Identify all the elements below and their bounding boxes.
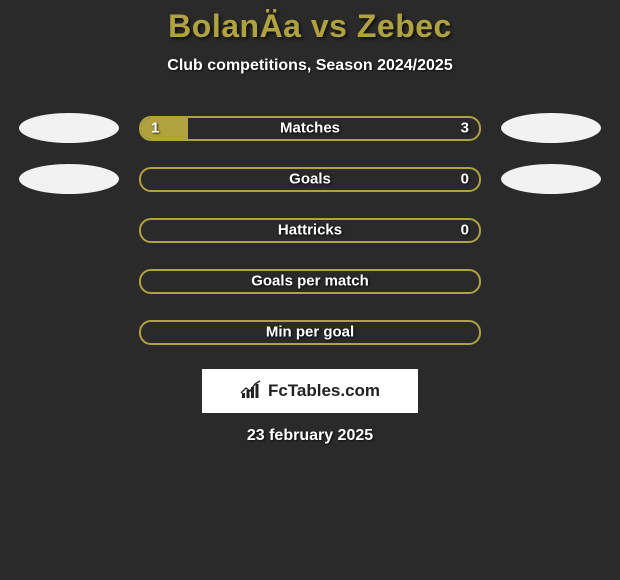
stat-value-right: 0 [461,222,469,239]
date-text: 23 february 2025 [0,427,620,445]
player-left-ellipse [19,164,119,194]
stat-bar: Goals 0 [139,167,481,192]
stat-value-right: 0 [461,171,469,188]
stat-label: Hattricks [278,222,342,239]
stat-row: 1 Matches 3 [0,113,620,143]
stat-bar: Goals per match [139,269,481,294]
stat-label: Min per goal [266,324,354,341]
stat-row: Hattricks 0 [0,215,620,245]
logo-box: FcTables.com [202,369,418,413]
stat-row: Min per goal [0,317,620,347]
bar-chart-icon [240,379,262,404]
subtitle: Club competitions, Season 2024/2025 [0,57,620,75]
logo-text: FcTables.com [268,381,380,401]
stat-label: Goals per match [251,273,369,290]
stat-bar: Hattricks 0 [139,218,481,243]
stat-value-left: 1 [151,120,159,137]
player-right-ellipse [501,164,601,194]
player-left-ellipse [19,113,119,143]
stat-value-right: 3 [461,120,469,137]
player-right-ellipse [501,113,601,143]
stat-rows: 1 Matches 3 Goals 0 Hattrick [0,113,620,347]
stat-bar: Min per goal [139,320,481,345]
stat-label: Matches [280,120,340,137]
stat-row: Goals 0 [0,164,620,194]
logo: FcTables.com [240,379,380,404]
stat-label: Goals [289,171,331,188]
page-title: BolanÄa vs Zebec [0,8,620,45]
bar-fill-left [141,118,188,139]
stat-row: Goals per match [0,266,620,296]
comparison-card: BolanÄa vs Zebec Club competitions, Seas… [0,0,620,445]
stat-bar: 1 Matches 3 [139,116,481,141]
